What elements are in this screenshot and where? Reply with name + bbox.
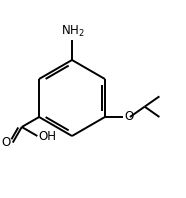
Text: OH: OH <box>38 129 56 143</box>
Text: O: O <box>1 136 11 149</box>
Text: NH$_2$: NH$_2$ <box>61 24 85 39</box>
Text: O: O <box>124 110 133 124</box>
